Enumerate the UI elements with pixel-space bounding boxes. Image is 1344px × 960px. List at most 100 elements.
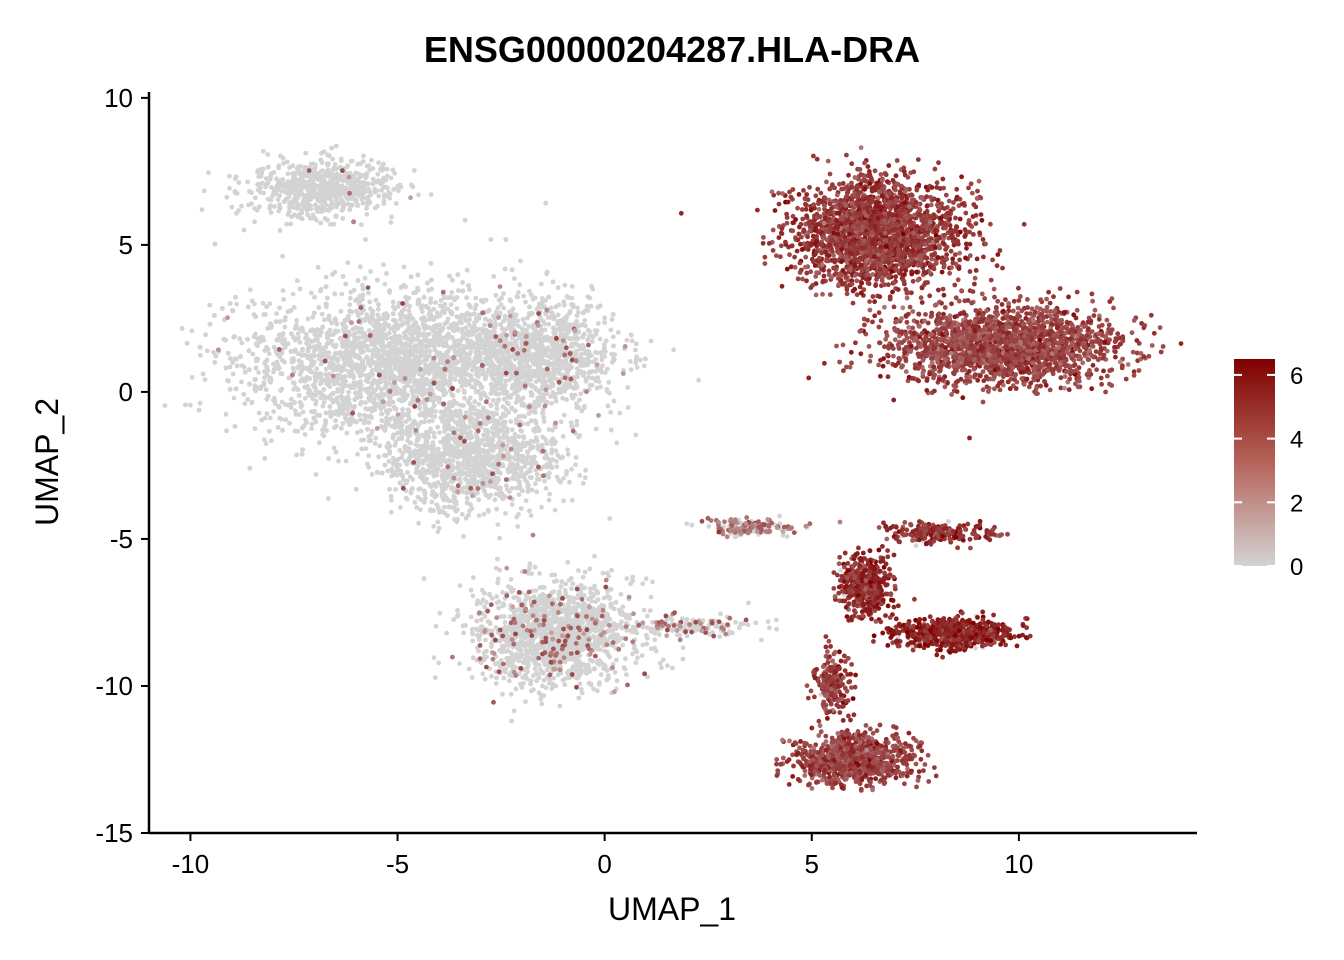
cell-point [292,205,298,211]
cell-point [351,346,357,352]
cell-point [245,304,251,310]
cell-point [369,157,374,163]
cell-point [429,499,435,505]
cell-point [509,427,515,433]
cell-point [357,264,363,270]
cell-point [476,497,482,503]
cell-point [375,203,380,209]
cell-point [305,212,311,218]
cell-point [410,370,416,376]
cell-point [264,396,270,402]
cell-point [419,316,424,321]
cell-point [253,314,258,320]
cell-point [382,320,388,326]
cell-point [289,396,294,402]
cell-point [527,508,532,514]
cell-point [382,428,388,433]
cell-point [198,352,203,358]
cell-point [347,170,353,176]
cell-point [337,188,343,193]
cell-point [462,217,468,223]
cell-point [325,340,331,346]
cell-point [349,158,355,164]
cell-point [374,331,380,336]
cell-point [364,406,370,412]
cell-point [358,394,364,400]
cell-point [315,412,320,418]
cell-point [569,497,575,503]
cell-point [312,215,317,221]
cell-point [347,207,353,213]
cell-point [305,316,311,322]
cell-point [283,190,289,195]
cell-point [234,301,240,307]
cell-point [496,297,502,303]
cell-point [306,387,312,393]
cell-point [376,193,382,199]
cell-point [542,478,547,484]
cell-point [207,321,213,327]
cell-point [373,297,379,303]
cell-point [357,412,362,418]
cell-point [381,349,387,355]
cell-point [300,346,305,352]
cell-point [268,185,274,190]
cell-point [460,280,465,285]
cell-point [367,200,373,206]
cell-point [424,388,429,393]
cell-point [308,338,314,344]
cell-point [383,336,389,341]
cell-point [267,205,272,211]
cell-point [296,412,302,417]
cell-point [306,206,312,211]
cell-point [368,269,373,274]
cell-point [313,378,318,383]
cell-point [329,182,335,188]
cell-point [398,341,404,347]
cell-point [338,158,344,164]
cell-point [292,428,298,434]
cell-point [454,400,459,406]
cell-point [375,360,381,365]
cell-point [527,304,532,310]
cell-point [283,417,289,423]
cell-point [162,403,168,408]
cell-point [350,326,356,332]
cell-point [313,419,319,425]
cell-point [456,288,461,293]
cell-point [275,351,280,357]
cell-point [364,378,370,383]
cell-point [360,282,365,288]
cell-point [297,339,303,345]
cell-point [550,279,556,285]
cell-point [279,371,285,377]
cell-point [343,458,349,464]
cell-point [488,402,493,408]
cell-point [373,435,379,441]
cell-point [379,418,385,423]
cell-point [417,406,423,411]
cell-point [467,435,473,441]
cell-point [277,202,282,208]
cell-point [358,437,364,443]
cell-point [399,312,405,318]
cell-point [404,496,410,502]
cell-point [418,343,424,349]
cell-point [319,209,325,215]
cell-point [428,300,433,305]
cell-point [283,197,289,202]
cell-point [467,287,472,292]
cell-point [508,419,514,424]
cell-point [252,219,257,225]
cell-point [284,221,290,227]
cell-point [340,216,346,221]
cell-point [442,301,448,307]
cell-point [304,331,309,337]
cell-point [523,299,528,305]
cell-point [295,278,300,284]
cell-point [343,185,349,191]
cell-point [393,487,398,492]
cell-point [315,337,320,343]
cell-point [333,143,339,149]
cell-point [363,400,368,405]
